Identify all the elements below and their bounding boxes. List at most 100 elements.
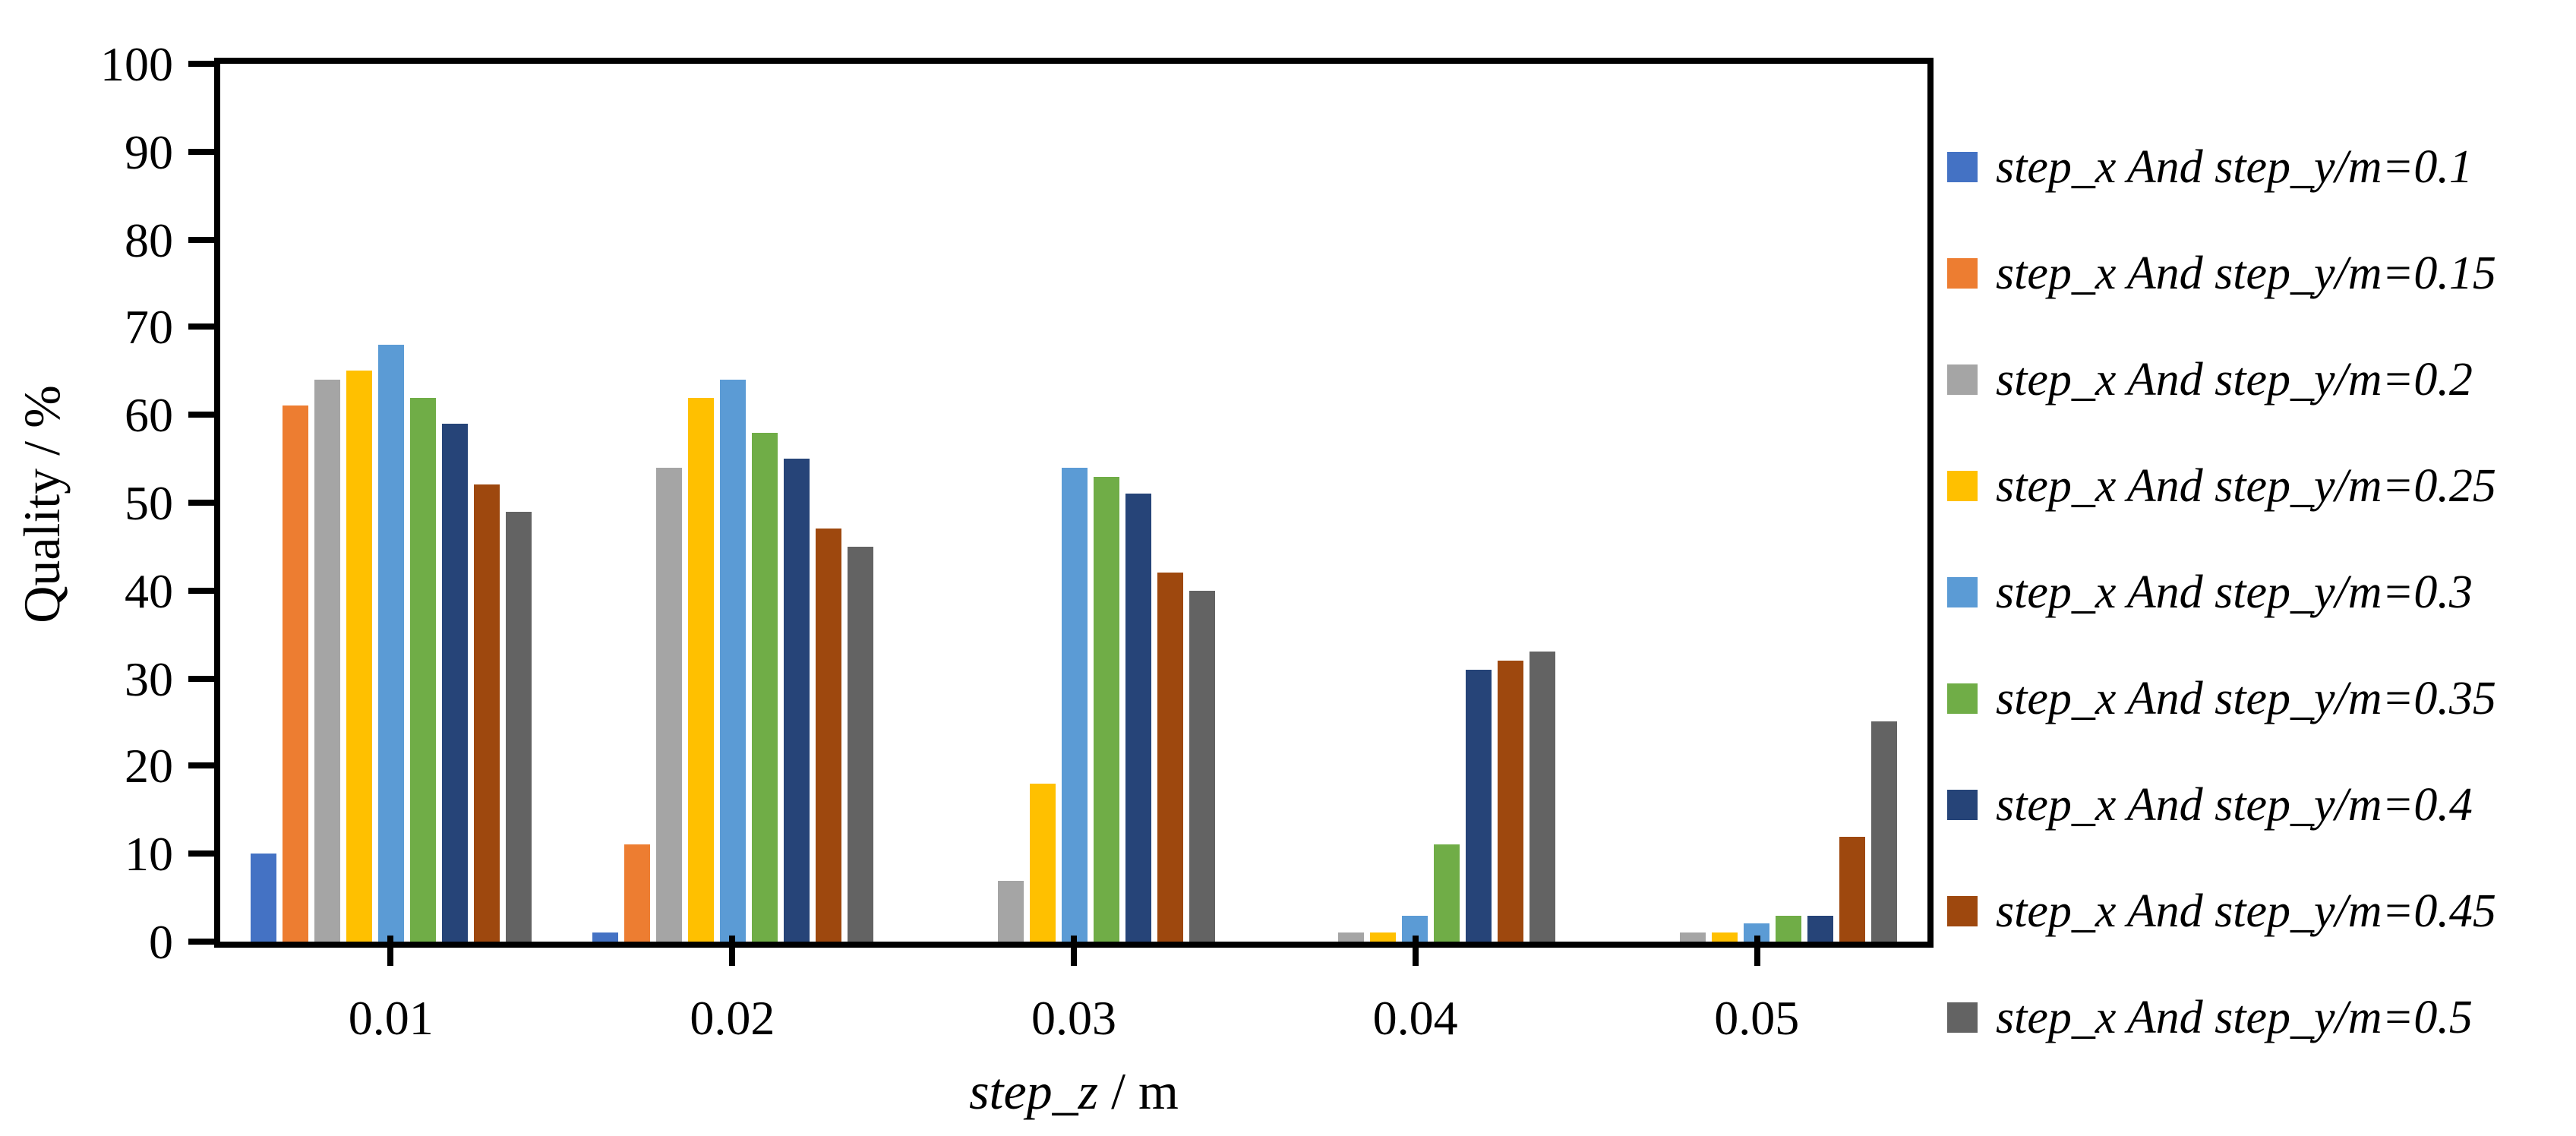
bar <box>687 398 714 942</box>
y-axis-tick-label: 80 <box>125 212 173 267</box>
bar <box>314 380 340 942</box>
bar <box>346 371 372 942</box>
bar <box>1189 591 1214 942</box>
legend-item: step_x And step_y/m=0.2 <box>1947 352 2570 405</box>
bar <box>1530 652 1556 942</box>
legend-swatch <box>1947 683 1978 714</box>
legend-swatch <box>1947 258 1978 289</box>
legend-label: step_x And step_y/m=0.5 <box>1996 990 2473 1043</box>
bar <box>1807 916 1834 942</box>
legend-item: step_x And step_y/m=0.1 <box>1947 140 2570 193</box>
legend-label: step_x And step_y/m=0.35 <box>1996 671 2496 724</box>
x-axis-title-unit: / m <box>1098 1065 1179 1121</box>
y-axis-tick-label: 90 <box>125 124 173 179</box>
x-axis-title: step_z / m <box>846 1063 1302 1127</box>
x-axis-tick <box>1071 936 1077 966</box>
y-axis-tick-label: 20 <box>125 738 173 794</box>
bar <box>473 484 500 942</box>
y-axis-tick <box>188 762 214 769</box>
bar <box>815 529 841 942</box>
legend-label: step_x And step_y/m=0.25 <box>1996 459 2496 512</box>
legend-label: step_x And step_y/m=0.15 <box>1996 246 2496 299</box>
bar <box>377 345 404 942</box>
x-axis-tick <box>1754 936 1760 966</box>
bar <box>1125 494 1151 942</box>
x-axis-tick-label: 0.04 <box>1372 990 1458 1045</box>
bar <box>1157 573 1182 942</box>
bar <box>1712 932 1738 942</box>
legend-swatch <box>1947 152 1978 182</box>
y-axis-tick-label: 50 <box>125 475 173 530</box>
legend-swatch <box>1947 1002 1978 1033</box>
y-axis-tick <box>188 850 214 857</box>
x-axis-title-variable: step_z <box>969 1065 1099 1121</box>
legend-item: step_x And step_y/m=0.25 <box>1947 459 2570 512</box>
x-axis-tick <box>1412 936 1419 966</box>
legend-label: step_x And step_y/m=0.1 <box>1996 140 2473 193</box>
bar <box>1839 837 1866 942</box>
bar <box>1680 932 1706 942</box>
x-axis-tick-label: 0.01 <box>348 990 434 1045</box>
bar <box>719 380 746 942</box>
y-axis-tick <box>188 323 214 330</box>
bar <box>623 844 650 942</box>
bar <box>592 932 618 942</box>
bar <box>1338 932 1365 942</box>
legend-label: step_x And step_y/m=0.2 <box>1996 352 2473 405</box>
y-axis-tick <box>188 675 214 682</box>
bar <box>1370 932 1397 942</box>
legend-label: step_x And step_y/m=0.3 <box>1996 565 2473 618</box>
legend-swatch <box>1947 364 1978 395</box>
legend-item: step_x And step_y/m=0.5 <box>1947 990 2570 1043</box>
legend-swatch <box>1947 471 1978 501</box>
y-axis-tick-label: 70 <box>125 299 173 355</box>
bar <box>1061 468 1087 942</box>
y-axis-tick-label: 60 <box>125 387 173 443</box>
y-axis-tick <box>188 236 214 243</box>
legend-label: step_x And step_y/m=0.45 <box>1996 884 2496 937</box>
bar <box>1093 477 1119 942</box>
bar <box>1498 661 1524 942</box>
y-axis-tick <box>188 61 214 67</box>
x-axis-tick-label: 0.03 <box>1031 990 1116 1045</box>
y-axis-tick <box>188 500 214 506</box>
bar <box>1776 916 1802 942</box>
y-axis-tick <box>188 148 214 155</box>
legend-label: step_x And step_y/m=0.4 <box>1996 778 2473 831</box>
bar <box>282 405 308 942</box>
bar <box>1029 784 1055 942</box>
bar <box>1871 721 1898 942</box>
bar <box>441 424 468 942</box>
y-axis-tick <box>188 587 214 594</box>
bar <box>1466 670 1492 942</box>
bar <box>847 547 873 942</box>
bar <box>1434 844 1460 942</box>
chart-legend: step_x And step_y/m=0.1 step_x And step_y… <box>1947 140 2570 1100</box>
bar <box>751 433 778 942</box>
bar <box>505 512 532 942</box>
y-axis-tick-label: 30 <box>125 651 173 706</box>
x-axis-tick-label: 0.05 <box>1714 990 1800 1045</box>
legend-item: step_x And step_y/m=0.4 <box>1947 778 2570 831</box>
y-axis-tick-label: 40 <box>125 563 173 618</box>
y-axis-tick <box>188 412 214 418</box>
legend-item: step_x And step_y/m=0.15 <box>1947 246 2570 299</box>
legend-item: step_x And step_y/m=0.3 <box>1947 565 2570 618</box>
legend-swatch <box>1947 896 1978 926</box>
legend-item: step_x And step_y/m=0.45 <box>1947 884 2570 937</box>
bar <box>997 881 1023 942</box>
legend-swatch <box>1947 790 1978 820</box>
bar <box>655 468 682 942</box>
bar <box>783 459 810 942</box>
bar <box>250 854 276 942</box>
x-axis-tick <box>387 936 394 966</box>
y-axis-tick-label: 10 <box>125 826 173 882</box>
legend-swatch <box>1947 577 1978 607</box>
y-axis-tick <box>188 939 214 945</box>
x-axis-tick <box>729 936 736 966</box>
legend-item: step_x And step_y/m=0.35 <box>1947 671 2570 724</box>
x-axis-tick-label: 0.02 <box>690 990 775 1045</box>
y-axis-tick-label: 100 <box>100 36 173 91</box>
